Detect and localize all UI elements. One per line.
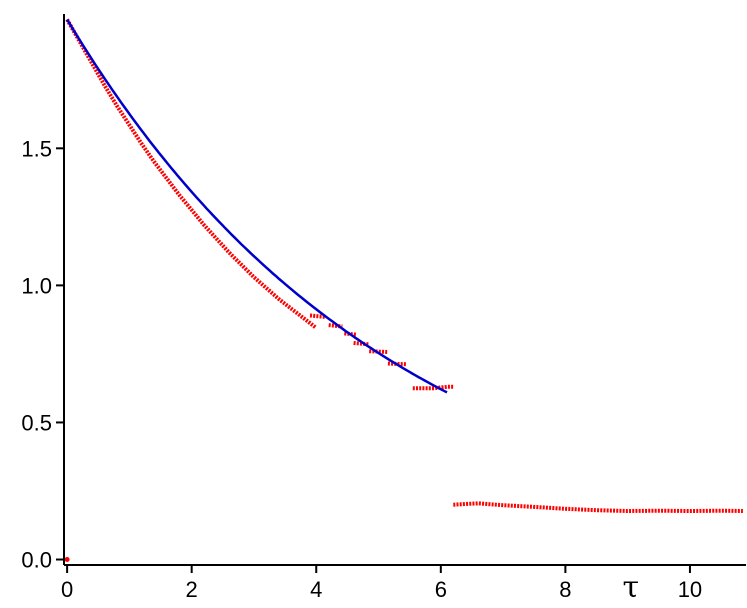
axes <box>63 14 746 566</box>
x-tick-label: 4 <box>310 577 322 602</box>
data-trace <box>65 18 318 330</box>
y-tick-label: 0.0 <box>21 548 52 573</box>
x-tick-label: 0 <box>61 577 73 602</box>
x-axis-label: τ <box>622 570 639 605</box>
x-tick-label: 6 <box>435 577 447 602</box>
x-tick-label: 8 <box>559 577 571 602</box>
y-tick-label: 0.5 <box>21 410 52 435</box>
y-tick-label: 1.5 <box>21 136 52 161</box>
y-tick-label: 1.0 <box>21 273 52 298</box>
fit-curve <box>66 18 448 394</box>
x-tick-label: 10 <box>678 577 702 602</box>
data-trace <box>453 501 743 514</box>
data-trace <box>412 384 454 391</box>
data-point <box>64 557 70 563</box>
plot-area <box>64 18 743 563</box>
data-trace <box>309 313 326 319</box>
ticks: 0 2 4 6 8 10 0.0 0.5 1.0 1.5 <box>21 136 702 602</box>
x-tick-label: 2 <box>186 577 198 602</box>
data-trace <box>344 331 357 337</box>
